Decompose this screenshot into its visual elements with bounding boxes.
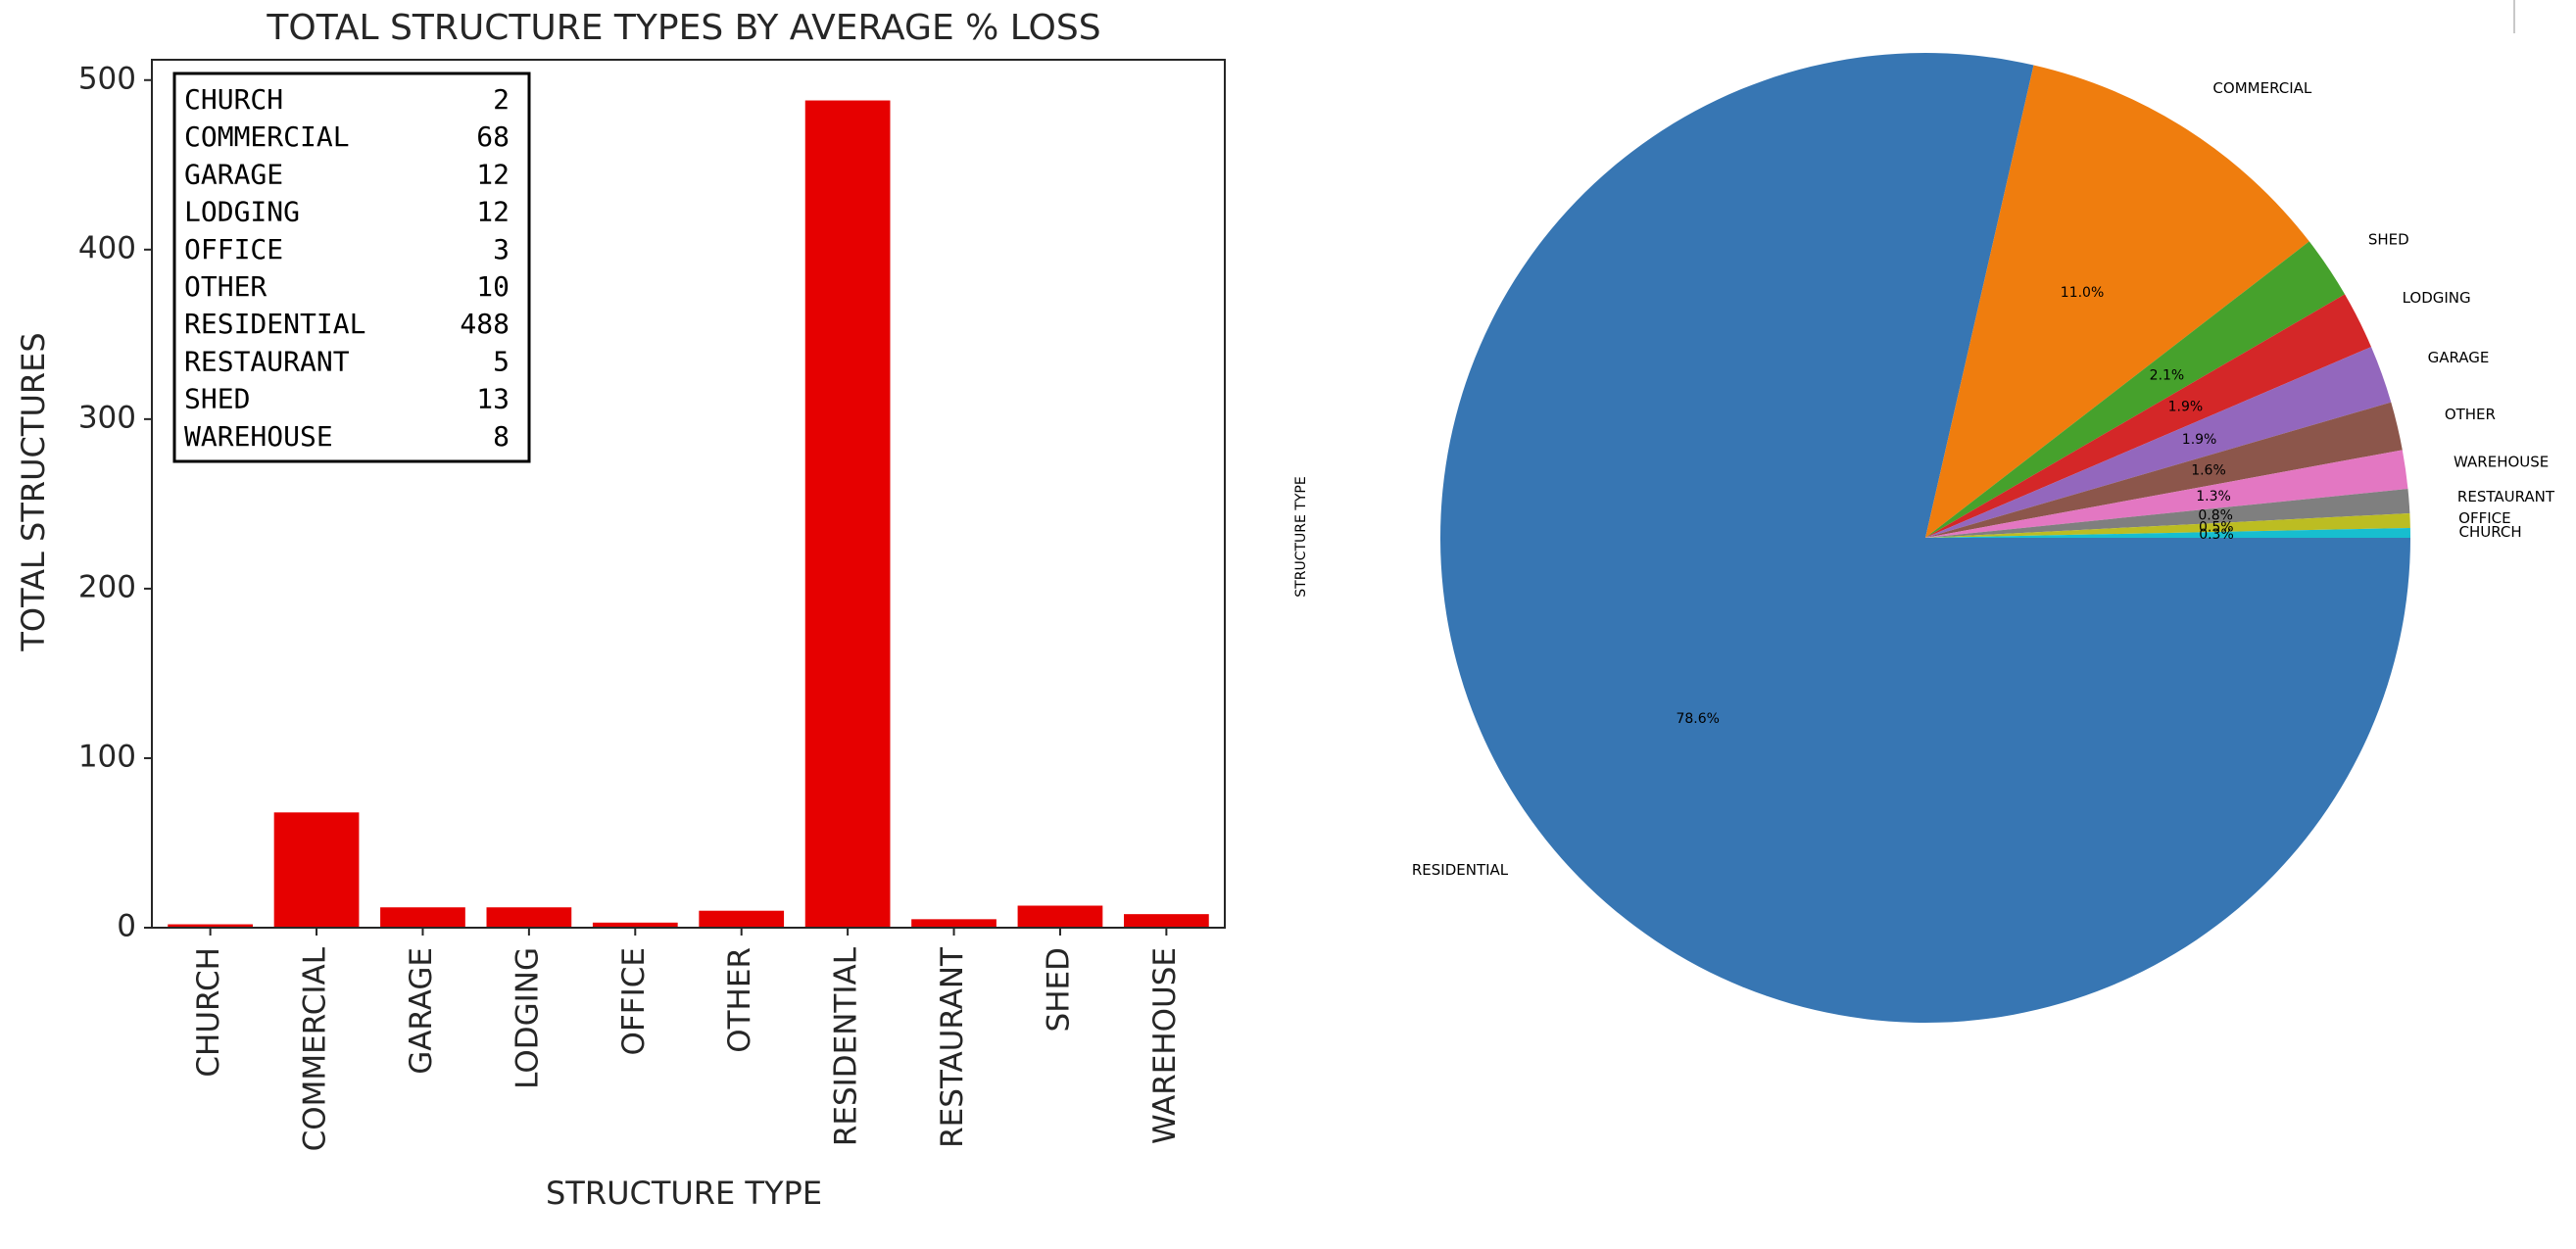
table-row-label: RESTAURANT bbox=[184, 345, 350, 377]
table-row-value: 13 bbox=[476, 383, 510, 415]
pie-slices bbox=[1440, 52, 2410, 1023]
pie-slice-commercial bbox=[1925, 65, 2309, 538]
pie-slice-label: COMMERCIAL bbox=[2212, 79, 2311, 97]
table-row-value: 5 bbox=[493, 345, 510, 377]
x-tick-label: OTHER bbox=[722, 947, 757, 1053]
x-tick-label: OFFICE bbox=[616, 947, 652, 1055]
pie-slice-label: RESTAURANT bbox=[2457, 488, 2555, 505]
pie-slice-restaurant bbox=[1925, 489, 2410, 538]
pie-slice-percent: 2.1% bbox=[2150, 367, 2185, 383]
table-row-label: OFFICE bbox=[184, 233, 283, 265]
pie-slice-percent: 0.5% bbox=[2199, 519, 2234, 535]
pie-slice-label: LODGING bbox=[2403, 289, 2471, 307]
table-row-label: COMMERCIAL bbox=[184, 120, 350, 153]
pie-y-axis-label: STRUCTURE TYPE bbox=[1293, 476, 1309, 597]
y-tick-label: 500 bbox=[78, 61, 136, 96]
pie-slice-other bbox=[1925, 402, 2403, 538]
pie-chart: STRUCTURE TYPE RESIDENTIAL COMMERCIAL SHED… bbox=[1293, 52, 2555, 1023]
bar-church bbox=[168, 924, 253, 928]
bar-commercial bbox=[273, 812, 360, 928]
bar-other bbox=[699, 910, 785, 928]
y-tick-label: 0 bbox=[117, 909, 136, 944]
pie-slice-percent: 1.3% bbox=[2196, 489, 2231, 504]
y-tick-label: 100 bbox=[78, 739, 136, 774]
table-row-value: 3 bbox=[493, 233, 510, 265]
y-tick-label: 400 bbox=[78, 230, 136, 265]
table-row-label: CHURCH bbox=[184, 83, 283, 116]
bar-chart-title: TOTAL STRUCTURE TYPES BY AVERAGE % LOSS bbox=[266, 8, 1100, 48]
table-row-value: 10 bbox=[476, 270, 510, 303]
pie-percent-labels: 78.6% 11.0% 2.1% 1.9% 1.9% 1.6% 1.3% 0.8%0.5%0.… bbox=[1676, 285, 2233, 727]
pie-slice-label: CHURCH bbox=[2458, 523, 2521, 541]
x-tick-label: COMMERCIAL bbox=[298, 946, 333, 1151]
pie-slice-percent: 1.6% bbox=[2191, 463, 2226, 479]
value-table-box bbox=[172, 72, 531, 463]
pie-slice-percent: 0.8% bbox=[2198, 507, 2233, 523]
pie-slice-church bbox=[1925, 527, 2410, 538]
x-ticks: CHURCH COMMERCIAL GARAGE LODGING OFFICE OTHER… bbox=[191, 928, 1183, 1151]
table-row-value: 488 bbox=[460, 308, 510, 340]
y-ticks: 0 100 200 300 400 500 bbox=[78, 61, 152, 944]
table-row-label: WAREHOUSE bbox=[184, 420, 333, 453]
x-tick-label: RESIDENTIAL bbox=[829, 946, 864, 1146]
bar-garage bbox=[380, 907, 465, 928]
pie-slice-label: SHED bbox=[2368, 231, 2409, 249]
bar-warehouse bbox=[1124, 914, 1209, 928]
y-tick-label: 200 bbox=[78, 569, 136, 604]
pie-slice-percent: 1.9% bbox=[2168, 400, 2204, 415]
pie-slice-label: GARAGE bbox=[2428, 349, 2490, 366]
pie-slice-percent: 11.0% bbox=[2061, 285, 2104, 301]
x-tick-label: WAREHOUSE bbox=[1147, 947, 1183, 1144]
x-tick-label: RESTAURANT bbox=[935, 946, 970, 1148]
bar-restaurant bbox=[911, 919, 996, 928]
table-row-value: 12 bbox=[476, 196, 510, 228]
bar-shed bbox=[1017, 905, 1103, 928]
x-tick-label: SHED bbox=[1041, 947, 1076, 1032]
pie-slice-percent: 1.9% bbox=[2182, 432, 2217, 448]
pie-slice-label: OFFICE bbox=[2458, 509, 2510, 527]
table-row-value: 8 bbox=[493, 420, 510, 453]
bar-chart: TOTAL STRUCTURE TYPES BY AVERAGE % LOSS … bbox=[15, 8, 1226, 1212]
bars bbox=[168, 100, 1209, 928]
y-tick-label: 300 bbox=[78, 400, 136, 435]
table-row-label: GARAGE bbox=[184, 158, 283, 190]
bar-lodging bbox=[486, 907, 572, 928]
value-table: CHURCH 2 COMMERCIAL 68 GARAGE 12 LODGING 12 OFFI… bbox=[172, 72, 531, 463]
pie-slice-label: RESIDENTIAL bbox=[1412, 861, 1509, 879]
pie-slice-residential bbox=[1440, 52, 2410, 1023]
table-row-label: OTHER bbox=[184, 270, 267, 303]
pie-slice-garage bbox=[1925, 347, 2392, 538]
x-axis-label: STRUCTURE TYPE bbox=[546, 1175, 822, 1212]
pie-slice-shed bbox=[1925, 241, 2346, 538]
pie-slice-lodging bbox=[1925, 294, 2372, 538]
table-row-value: 68 bbox=[476, 120, 510, 153]
y-axis-label: TOTAL STRUCTURES bbox=[15, 332, 52, 651]
pie-slice-percent: 0.3% bbox=[2199, 527, 2234, 543]
table-row-label: SHED bbox=[184, 383, 250, 415]
bar-residential bbox=[804, 100, 891, 928]
pie-slice-warehouse bbox=[1925, 450, 2408, 538]
bar-office bbox=[592, 922, 678, 928]
pie-slice-percent: 78.6% bbox=[1676, 711, 1719, 727]
x-tick-label: GARAGE bbox=[404, 947, 439, 1075]
table-row-label: RESIDENTIAL bbox=[184, 308, 365, 340]
x-tick-label: LODGING bbox=[510, 947, 545, 1089]
pie-slice-label: WAREHOUSE bbox=[2454, 454, 2549, 471]
table-row-label: LODGING bbox=[184, 196, 300, 228]
table-row-value: 2 bbox=[493, 83, 510, 116]
x-tick-label: CHURCH bbox=[191, 947, 226, 1078]
pie-labels: RESIDENTIAL COMMERCIAL SHED LODGING GARAGE OT… bbox=[1412, 79, 2555, 879]
plot-frame bbox=[151, 59, 1226, 929]
pie-slice-label: OTHER bbox=[2445, 406, 2496, 423]
pie-slice-office bbox=[1925, 512, 2410, 538]
table-row-value: 12 bbox=[476, 158, 510, 190]
